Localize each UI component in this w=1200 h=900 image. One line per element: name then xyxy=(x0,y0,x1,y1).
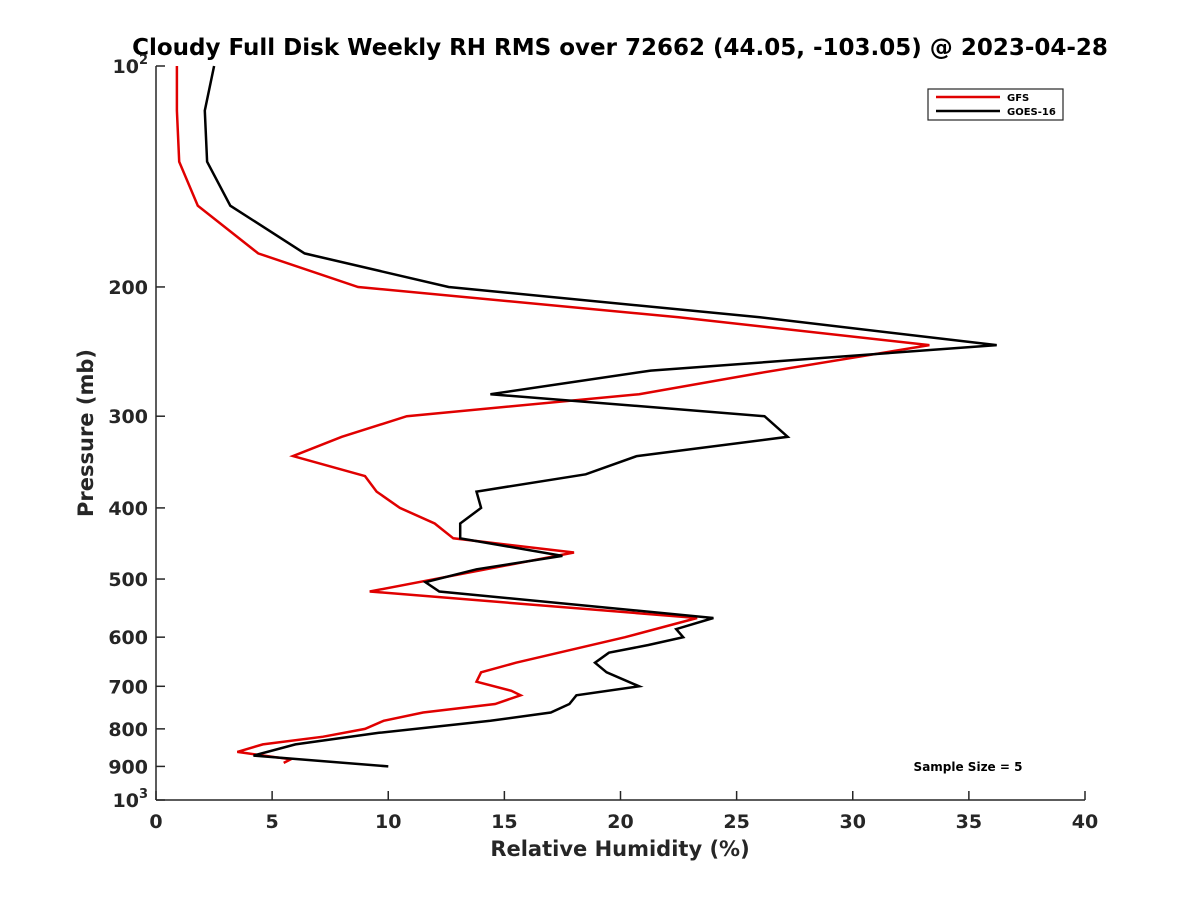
y-tick-label: 500 xyxy=(108,569,148,591)
y-tick-label: 600 xyxy=(108,627,148,649)
y-tick-label: 900 xyxy=(108,756,148,778)
y-tick-exponent: 2 xyxy=(139,53,148,68)
y-tick-label: 200 xyxy=(108,277,148,299)
legend-label-gfs: GFS xyxy=(1007,93,1029,104)
y-tick-label: 800 xyxy=(108,719,148,741)
x-tick-label: 10 xyxy=(375,811,401,833)
x-tick-label: 30 xyxy=(840,811,866,833)
chart-title: Cloudy Full Disk Weekly RH RMS over 7266… xyxy=(132,35,1108,61)
y-axis-label: Pressure (mb) xyxy=(74,349,98,517)
y-tick-label: 700 xyxy=(108,676,148,698)
x-ticks: 0 5 10 15 20 25 30 35 40 xyxy=(149,791,1098,833)
y-tick-label: 103 xyxy=(113,787,149,812)
series-line-goes16 xyxy=(203,65,997,768)
legend-box xyxy=(927,88,1064,121)
sample-size-note: Sample Size = 5 xyxy=(914,760,1023,774)
x-tick-label: 20 xyxy=(607,811,633,833)
legend-label-goes16: GOES-16 xyxy=(1007,107,1056,118)
y-tick-label: 300 xyxy=(108,406,148,428)
x-tick-label: 40 xyxy=(1072,811,1098,833)
x-tick-label: 15 xyxy=(491,811,517,833)
x-tick-label: 35 xyxy=(956,811,982,833)
x-tick-label: 5 xyxy=(266,811,279,833)
y-tick-label: 102 xyxy=(113,53,149,78)
y-tick-label: 400 xyxy=(108,498,148,520)
x-tick-label: 25 xyxy=(723,811,749,833)
x-tick-label: 0 xyxy=(149,811,162,833)
series-layer xyxy=(175,65,997,768)
y-tick-exponent: 3 xyxy=(139,787,148,802)
x-axis-label: Relative Humidity (%) xyxy=(490,837,749,861)
series-line-gfs xyxy=(175,66,930,765)
y-tick-base: 10 xyxy=(113,790,139,812)
legend: GFS GOES-16 xyxy=(927,88,1064,121)
y-tick-base: 10 xyxy=(113,56,139,78)
